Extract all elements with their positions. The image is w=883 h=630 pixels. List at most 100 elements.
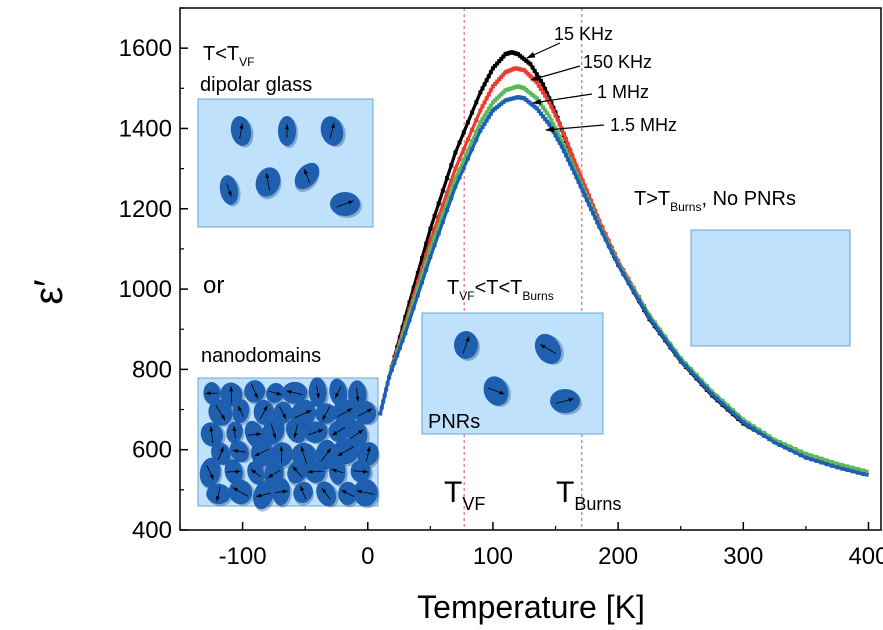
domain [199, 457, 223, 490]
data-point [589, 206, 594, 211]
data-point [528, 91, 533, 96]
pnrs-domains [454, 331, 582, 415]
data-point [710, 392, 715, 397]
data-point [793, 450, 798, 455]
data-point [482, 113, 487, 118]
data-point [767, 434, 772, 439]
data-point [440, 188, 445, 193]
high-t-label: T>TBurns, No PNRs [634, 188, 796, 214]
domain [454, 331, 480, 361]
data-point [756, 430, 761, 435]
data-point [584, 197, 589, 202]
data-point [461, 157, 466, 162]
data-point [549, 104, 554, 109]
data-point [526, 72, 531, 77]
data-point [532, 94, 537, 99]
nanodomains-domains [199, 377, 380, 512]
data-point [436, 231, 441, 236]
data-point [536, 109, 541, 114]
data-point [428, 238, 433, 243]
data-point [829, 460, 834, 465]
series-1-5-mhz [378, 95, 869, 477]
tvf-label: TVF [444, 476, 485, 514]
domain [255, 167, 282, 200]
data-point [530, 103, 535, 108]
data-point [803, 455, 808, 460]
data-point [461, 147, 466, 152]
data-point [497, 77, 502, 82]
data-point [392, 360, 397, 365]
data-point [783, 442, 788, 447]
freq-label-150khz: 150 KHz [583, 52, 652, 72]
domain [287, 459, 309, 487]
data-point [497, 94, 502, 99]
data-point [445, 200, 450, 205]
data-point [503, 98, 508, 103]
data-point [559, 144, 564, 149]
data-point [850, 469, 855, 474]
data-point [699, 378, 704, 383]
data-point [545, 97, 550, 102]
data-point [482, 82, 487, 87]
or-label: or [203, 272, 224, 299]
domain [262, 417, 286, 448]
data-point [814, 455, 819, 460]
data-point [432, 235, 437, 240]
data-point [541, 114, 546, 119]
data-point [762, 430, 767, 435]
dipolar-glass-label: dipolar glass [200, 74, 312, 96]
data-point [501, 90, 506, 95]
data-point [545, 119, 550, 124]
data-point [566, 152, 571, 157]
data-point [547, 96, 552, 101]
x-axis-label: Temperature [K] [417, 589, 645, 625]
mid-t1: T [447, 277, 459, 299]
data-point [536, 83, 541, 88]
data-point [407, 300, 412, 305]
freq-arrow-150khz [530, 65, 581, 81]
data-point [593, 208, 598, 213]
domain [200, 422, 226, 448]
data-point [499, 74, 504, 79]
data-point [736, 415, 741, 420]
data-point [798, 449, 803, 454]
tburns-sub: Burns [574, 494, 621, 514]
data-point [538, 111, 543, 116]
data-point [465, 148, 470, 153]
data-point [522, 57, 527, 62]
data-point [453, 166, 458, 171]
domain [316, 481, 339, 508]
high-t-sub: Burns [670, 200, 701, 214]
data-point [557, 140, 562, 145]
data-point [856, 467, 861, 472]
data-point [678, 358, 683, 363]
data-point [621, 271, 626, 276]
series-group [378, 50, 869, 477]
data-point [385, 381, 390, 386]
data-point [470, 147, 475, 152]
data-point [715, 394, 720, 399]
y-tick-label: 400 [132, 517, 172, 544]
data-point [840, 463, 845, 468]
data-point [524, 58, 529, 63]
high-t-tail: , No PNRs [701, 188, 795, 210]
data-point [824, 462, 829, 467]
data-point [501, 72, 506, 77]
data-point [545, 91, 550, 96]
data-point [432, 243, 437, 248]
data-point [626, 280, 631, 285]
x-tick-label: 300 [723, 543, 763, 570]
x-tick-label: 0 [361, 543, 374, 570]
data-point [683, 361, 688, 366]
data-point [551, 122, 556, 127]
data-point [440, 202, 445, 207]
data-point [486, 115, 491, 120]
data-point [861, 472, 866, 477]
y-tick-label: 600 [132, 437, 172, 464]
data-point [530, 93, 535, 97]
data-point [490, 108, 495, 113]
domain [266, 382, 286, 406]
data-point [440, 219, 445, 224]
data-point [415, 271, 420, 276]
data-point [586, 193, 591, 198]
